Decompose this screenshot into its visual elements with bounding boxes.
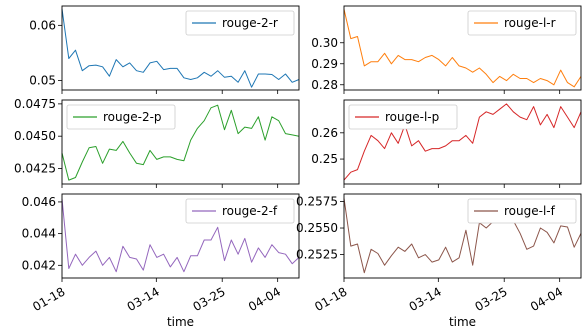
x-axis-label: time	[167, 315, 194, 328]
axes-frame	[61, 5, 300, 91]
y-tick-label: 0.2575	[296, 194, 338, 208]
y-tick-label: 0.046	[22, 195, 56, 209]
y-tick-label: 0.26	[311, 126, 338, 140]
legend-box	[467, 10, 577, 36]
x-tick-label: 01-18	[30, 284, 67, 314]
axes-frame	[343, 5, 582, 91]
legend: rouge-l-f	[467, 198, 577, 224]
legend-label: rouge-l-p	[385, 110, 439, 124]
legend: rouge-l-p	[348, 104, 458, 130]
y-tick-label: 0.30	[311, 36, 338, 50]
y-tick-label: 0.29	[311, 57, 338, 71]
series-line-rouge-2-p	[61, 104, 300, 181]
y-tick-label: 0.2550	[296, 221, 338, 235]
y-tick-label: 0.042	[22, 258, 56, 272]
series-line-rouge-2-f	[61, 198, 300, 273]
y-tick-label: 0.0425	[14, 161, 56, 175]
x-tick-label: 04-04	[528, 284, 565, 314]
legend-box	[185, 198, 295, 224]
series-line-rouge-l-r	[343, 9, 582, 88]
y-tick-label: 0.044	[22, 227, 56, 241]
x-tick-label: 03-25	[473, 284, 510, 314]
x-tick-label: 03-14	[125, 284, 162, 314]
legend-label: rouge-l-r	[504, 16, 556, 30]
series-line-rouge-2-r	[61, 8, 300, 88]
legend-label: rouge-2-f	[222, 204, 278, 218]
x-tick-label: 04-04	[246, 284, 283, 314]
axes-frame	[61, 99, 300, 185]
legend-box	[348, 104, 458, 130]
panel-rouge-2-r: 0.05 0.06 rouge-2-r	[29, 5, 300, 94]
series-line-rouge-l-f	[343, 198, 582, 274]
y-tick-label: 0.28	[311, 78, 338, 92]
x-tick-label: 03-14	[407, 284, 444, 314]
legend-box	[66, 104, 176, 130]
axes-frame	[343, 193, 582, 279]
legend-label: rouge-l-f	[504, 204, 556, 218]
panel-rouge-l-f: 0.2525 0.2550 0.2575 01-18 03-14 03-25 04-04 ti…	[296, 193, 582, 328]
y-tick-label: 0.2525	[296, 248, 338, 262]
x-tick-label: 01-18	[312, 284, 349, 314]
y-tick-label: 0.05	[29, 74, 56, 88]
panel-rouge-l-p: 0.25 0.26 rouge-l-p	[311, 99, 582, 188]
legend: rouge-l-r	[467, 10, 577, 36]
y-tick-label: 0.0475	[14, 97, 56, 111]
y-tick-label: 0.0450	[14, 129, 56, 143]
x-tick-label: 03-25	[191, 284, 228, 314]
legend: rouge-2-f	[185, 198, 295, 224]
panel-rouge-2-f: 0.042 0.044 0.046 01-18 03-14 03-25 04-04 time r…	[22, 193, 300, 328]
y-tick-label: 0.25	[311, 152, 338, 166]
axes-frame	[61, 193, 300, 279]
panel-rouge-2-p: 0.0425 0.0450 0.0475 rouge-2-p	[14, 97, 300, 188]
legend-box	[467, 198, 577, 224]
legend: rouge-2-r	[185, 10, 295, 36]
legend-label: rouge-2-r	[222, 16, 278, 30]
legend-box	[185, 10, 295, 36]
x-axis-label: time	[449, 315, 476, 328]
axes-frame	[343, 99, 582, 185]
panel-rouge-l-r: 0.28 0.29 0.30 rouge-l-r	[311, 5, 582, 94]
series-line-rouge-l-p	[343, 103, 582, 181]
y-tick-label: 0.06	[29, 18, 56, 32]
legend-label: rouge-2-p	[103, 110, 162, 124]
legend: rouge-2-p	[66, 104, 176, 130]
